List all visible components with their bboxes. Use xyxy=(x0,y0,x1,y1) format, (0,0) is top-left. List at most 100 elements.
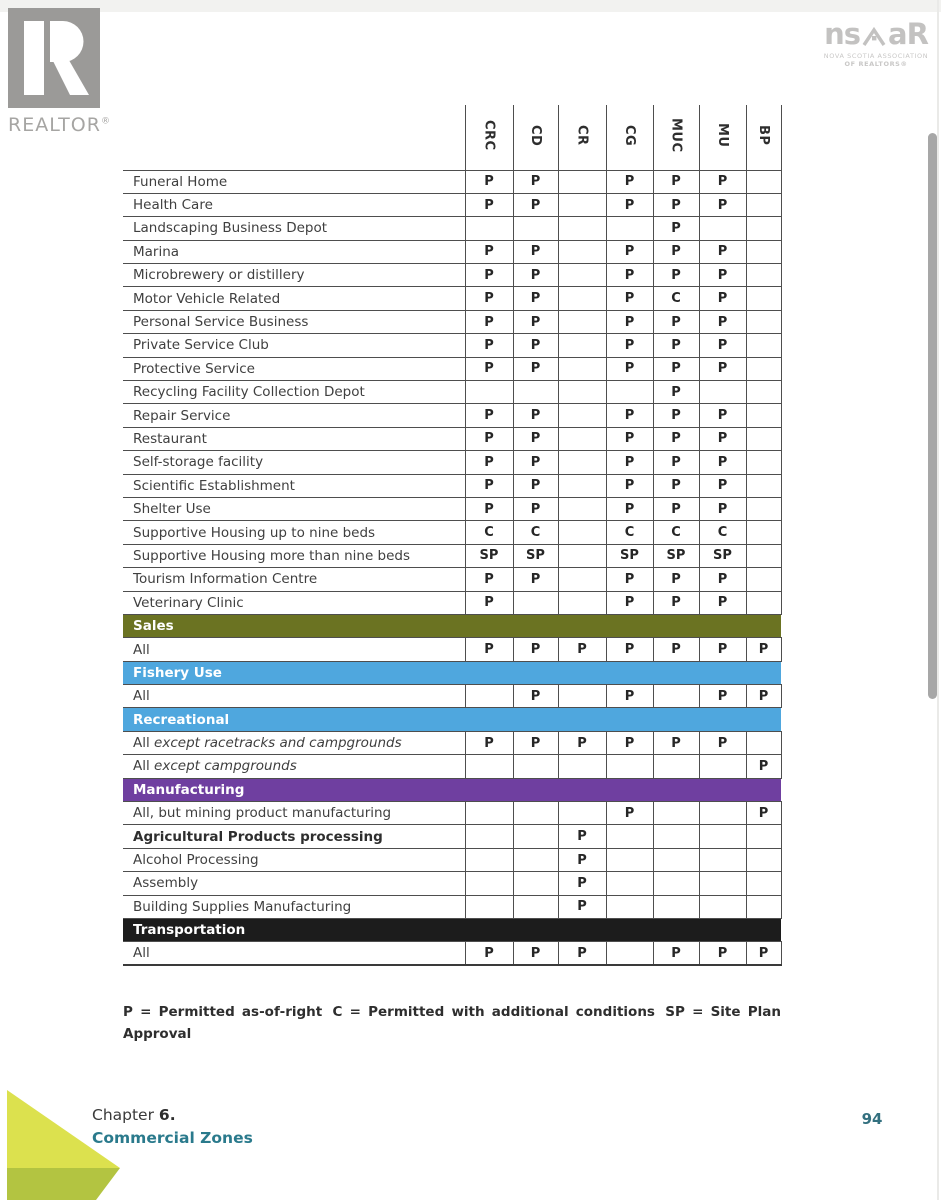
permission-cell: P xyxy=(605,684,653,709)
permission-cell: P xyxy=(698,731,746,756)
permission-cell: P xyxy=(745,684,782,709)
permission-cell: P xyxy=(652,450,699,475)
section-header: Transportation xyxy=(123,918,781,943)
permission-cell xyxy=(557,333,606,358)
column-header-cr: CR xyxy=(557,105,606,171)
house-icon xyxy=(862,26,886,46)
permission-cell xyxy=(557,474,606,498)
use-label: All except racetracks and campgrounds xyxy=(123,731,465,756)
table-row: Health Care P P P P P xyxy=(123,193,782,218)
permission-cell: C xyxy=(512,520,558,545)
permission-cell xyxy=(745,895,782,920)
permission-cell: C xyxy=(464,520,513,545)
nsar-caption-line1: NOVA SCOTIA ASSOCIATION xyxy=(823,52,929,60)
use-label: Scientific Establishment xyxy=(123,474,465,498)
permission-cell xyxy=(745,403,782,428)
permission-cell: P xyxy=(605,567,653,592)
permission-cell: C xyxy=(652,520,699,545)
permission-cell xyxy=(557,380,606,405)
permission-cell xyxy=(698,895,746,920)
use-label: Repair Service xyxy=(123,403,465,428)
permission-cell: P xyxy=(464,357,513,382)
permission-cell xyxy=(557,193,606,218)
realtor-wordmark: REALTOR® xyxy=(8,114,111,136)
permission-cell xyxy=(698,848,746,873)
permission-cell: P xyxy=(557,871,606,896)
use-label: All xyxy=(123,684,465,709)
permission-cell: P xyxy=(652,170,699,194)
permission-cell: C xyxy=(652,286,699,311)
permission-cell: P xyxy=(652,193,699,218)
table-row: Alcohol Processing P xyxy=(123,848,782,873)
permission-cell xyxy=(605,380,653,405)
permission-cell: P xyxy=(652,731,699,756)
table-row: Private Service Club P P P P P xyxy=(123,333,782,358)
permission-cell xyxy=(605,941,653,967)
permission-cell: P xyxy=(605,427,653,452)
permission-cell: P xyxy=(745,754,782,779)
permission-cell xyxy=(557,403,606,428)
permission-cell xyxy=(745,216,782,241)
permission-cell xyxy=(652,801,699,826)
permission-cell xyxy=(464,216,513,241)
permission-cell xyxy=(745,520,782,545)
permission-cell: P xyxy=(605,286,653,311)
permission-cell xyxy=(557,520,606,545)
scrollbar-thumb[interactable] xyxy=(928,133,937,699)
permission-cell: P xyxy=(512,310,558,335)
table-row: All P P P P xyxy=(123,684,782,709)
permission-cell: P xyxy=(464,591,513,615)
permission-cell: P xyxy=(512,357,558,382)
permission-cell xyxy=(745,240,782,265)
table-row: Landscaping Business Depot P xyxy=(123,216,782,241)
permission-cell: P xyxy=(745,637,782,662)
permission-cell: P xyxy=(652,427,699,452)
zoning-table-body: Funeral Home P P P P P Health Care P P P P P Landsca… xyxy=(123,170,782,967)
permission-cell: P xyxy=(652,380,699,405)
permission-cell: P xyxy=(557,637,606,662)
permission-cell: P xyxy=(652,263,699,288)
permission-cell: P xyxy=(557,731,606,756)
permission-cell: P xyxy=(698,684,746,709)
permission-cell: P xyxy=(464,286,513,311)
permission-cell: P xyxy=(698,170,746,194)
legend: P = Permitted as-of-right C = Permitted … xyxy=(123,1004,781,1042)
permission-cell xyxy=(557,754,606,779)
permission-cell xyxy=(698,380,746,405)
permission-cell xyxy=(698,871,746,896)
use-label: Supportive Housing more than nine beds xyxy=(123,544,465,569)
section-header: Fishery Use xyxy=(123,661,781,686)
legend-permitted: P = Permitted as-of-right xyxy=(123,1004,323,1020)
permission-cell: P xyxy=(512,403,558,428)
permission-cell xyxy=(512,871,558,896)
zoning-permissions-table: CRC CD CR CG MUC MU BP Funeral Home P P P P P… xyxy=(123,105,782,967)
use-label: Veterinary Clinic xyxy=(123,591,465,615)
permission-cell xyxy=(512,801,558,826)
permission-cell xyxy=(557,450,606,475)
table-row: Building Supplies Manufacturing P xyxy=(123,895,782,920)
use-label: Landscaping Business Depot xyxy=(123,216,465,241)
permission-cell: P xyxy=(464,637,513,662)
permission-cell xyxy=(557,801,606,826)
use-label: Motor Vehicle Related xyxy=(123,286,465,311)
use-label: Private Service Club xyxy=(123,333,465,358)
permission-cell xyxy=(745,310,782,335)
permission-cell: P xyxy=(698,193,746,218)
permission-cell: P xyxy=(652,357,699,382)
permission-cell xyxy=(464,380,513,405)
permission-cell: SP xyxy=(652,544,699,569)
permission-cell xyxy=(745,824,782,849)
permission-cell: P xyxy=(698,263,746,288)
permission-cell: P xyxy=(652,497,699,522)
column-header-cg: CG xyxy=(605,105,653,171)
permission-cell xyxy=(464,895,513,920)
permission-cell: P xyxy=(698,333,746,358)
permission-cell xyxy=(745,871,782,896)
permission-cell xyxy=(745,474,782,498)
permission-cell xyxy=(652,848,699,873)
permission-cell xyxy=(557,216,606,241)
permission-cell: P xyxy=(512,497,558,522)
permission-cell: SP xyxy=(464,544,513,569)
table-row: Veterinary Clinic P P P P xyxy=(123,591,782,615)
use-label: Supportive Housing up to nine beds xyxy=(123,520,465,545)
